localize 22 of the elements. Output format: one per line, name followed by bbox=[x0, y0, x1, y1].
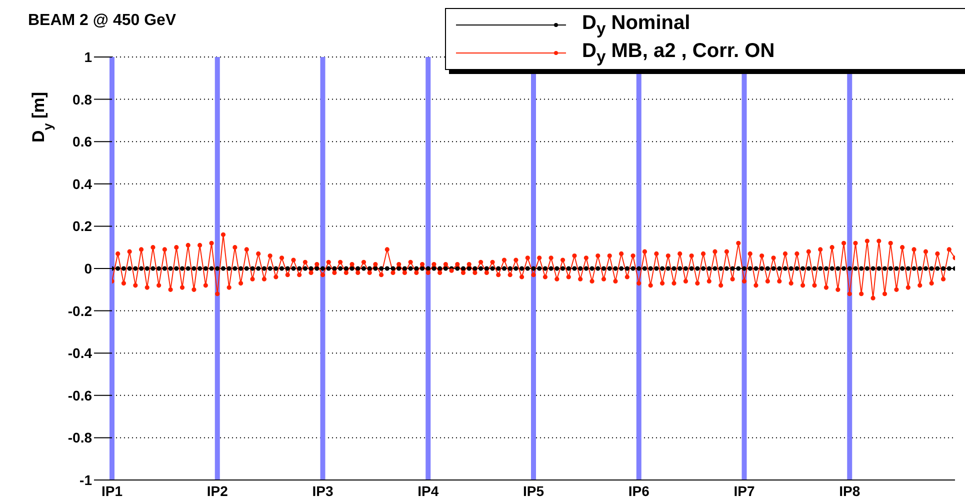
chart-title: BEAM 2 @ 450 GeV bbox=[28, 12, 176, 30]
y-tick-label: 1 bbox=[84, 48, 92, 65]
y-tick-label: -0.2 bbox=[68, 302, 92, 319]
y-tick-label: -0.8 bbox=[68, 430, 92, 446]
y-tick-label: 0.2 bbox=[72, 218, 92, 234]
y-tick-label: 0.6 bbox=[72, 134, 92, 150]
y-tick-label: 0 bbox=[84, 260, 92, 276]
y-tick-label: -0.4 bbox=[68, 345, 92, 362]
y-tick-label: -1 bbox=[80, 472, 92, 488]
y-tick-label: -0.6 bbox=[68, 387, 92, 404]
x-tick-label: IP1 bbox=[101, 482, 123, 499]
x-tick-label: IP5 bbox=[522, 482, 544, 499]
y-tick-label: 0.4 bbox=[72, 176, 92, 192]
y-tick-label: 0.8 bbox=[72, 91, 92, 108]
x-tick-label: IP7 bbox=[734, 482, 755, 499]
x-tick-label: IP2 bbox=[206, 482, 228, 499]
x-tick-label: IP4 bbox=[418, 482, 439, 499]
legend-label: D$_{y}$ Nominal bbox=[582, 12, 690, 38]
x-tick-label: IP3 bbox=[312, 482, 334, 499]
x-tick-label: IP8 bbox=[839, 482, 860, 499]
legend-label: D$_{y}$ MB, a2 , Corr. ON bbox=[582, 40, 775, 66]
x-tick-label: IP6 bbox=[628, 482, 650, 499]
